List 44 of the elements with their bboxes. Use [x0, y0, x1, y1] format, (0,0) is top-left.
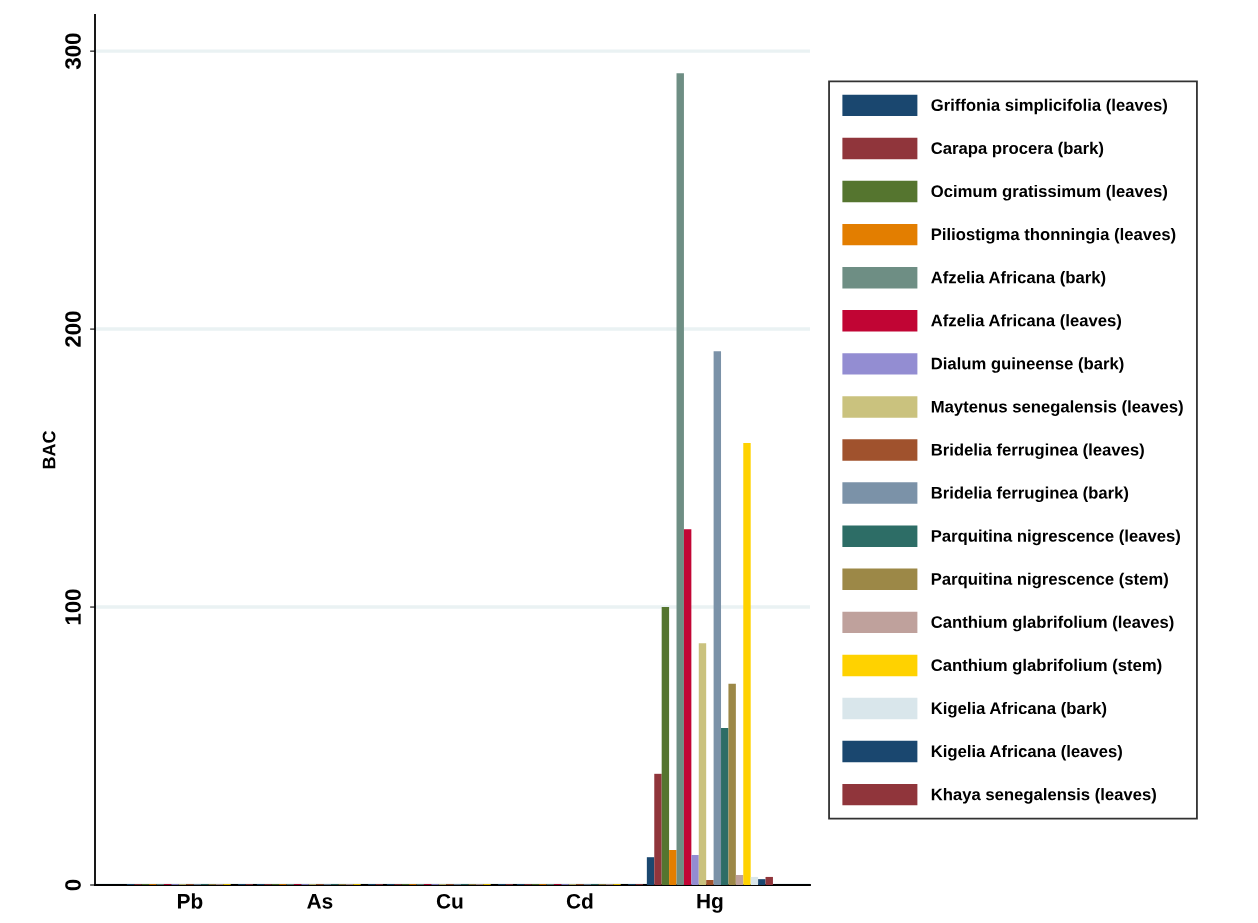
legend-label: Ocimum gratissimum (leaves)	[931, 184, 1168, 201]
bar	[691, 854, 699, 885]
legend-label: Carapa procera (bark)	[931, 141, 1104, 158]
bar	[669, 849, 677, 885]
bar	[750, 876, 759, 885]
bar	[735, 874, 744, 885]
legend-label: Khaya senegalensis (leaves)	[931, 788, 1156, 804]
bar	[758, 879, 766, 885]
x-tick-label: Hg	[697, 894, 723, 913]
legend-label: Maytenus senegalensis (leaves)	[931, 400, 1183, 416]
x-tick-label: Pb	[177, 893, 203, 909]
bar	[683, 529, 692, 885]
bar	[698, 643, 707, 885]
bar	[646, 857, 655, 885]
y-tick-label: 0	[65, 879, 81, 891]
x-tick-label: Cu	[436, 893, 463, 909]
legend-label: Bridelia ferruginea (bark)	[931, 486, 1129, 503]
y-tick-label: 100	[65, 589, 81, 625]
legend-label: Kigelia Africana (bark)	[931, 701, 1107, 718]
y-tick-label: 200	[65, 311, 81, 347]
bar	[661, 607, 670, 885]
bar	[743, 443, 751, 885]
bar	[721, 727, 729, 885]
legend-label: Bridelia ferruginea (leaves)	[931, 443, 1144, 459]
legend-label: Parquitina nigrescence (stem)	[931, 572, 1168, 589]
legend-label: Afzelia Africana (leaves)	[931, 314, 1122, 330]
x-tick-label: Cd	[566, 893, 593, 909]
legend-label: Afzelia Africana (bark)	[931, 271, 1106, 287]
y-axis-title: BAC	[42, 430, 56, 469]
bar	[765, 876, 773, 885]
bar	[706, 880, 714, 885]
bar	[728, 683, 736, 885]
y-tick-label: 300	[65, 33, 81, 70]
legend-label: Dialum guineense (bark)	[931, 357, 1124, 373]
bar	[676, 73, 684, 885]
legend-label: Kigelia Africana (leaves)	[931, 744, 1122, 761]
bar	[713, 351, 722, 885]
legend-label: Griffonia simplicifolia (leaves)	[931, 98, 1167, 115]
x-tick-label: As	[307, 894, 333, 909]
legend-label: Canthium glabrifolium (stem)	[931, 658, 1162, 675]
legend-label: Parquitina nigrescence (leaves)	[931, 529, 1180, 546]
bar	[654, 773, 662, 885]
legend-label: Piliostigma thonningia (leaves)	[931, 227, 1176, 244]
legend-label: Canthium glabrifolium (leaves)	[931, 615, 1174, 632]
